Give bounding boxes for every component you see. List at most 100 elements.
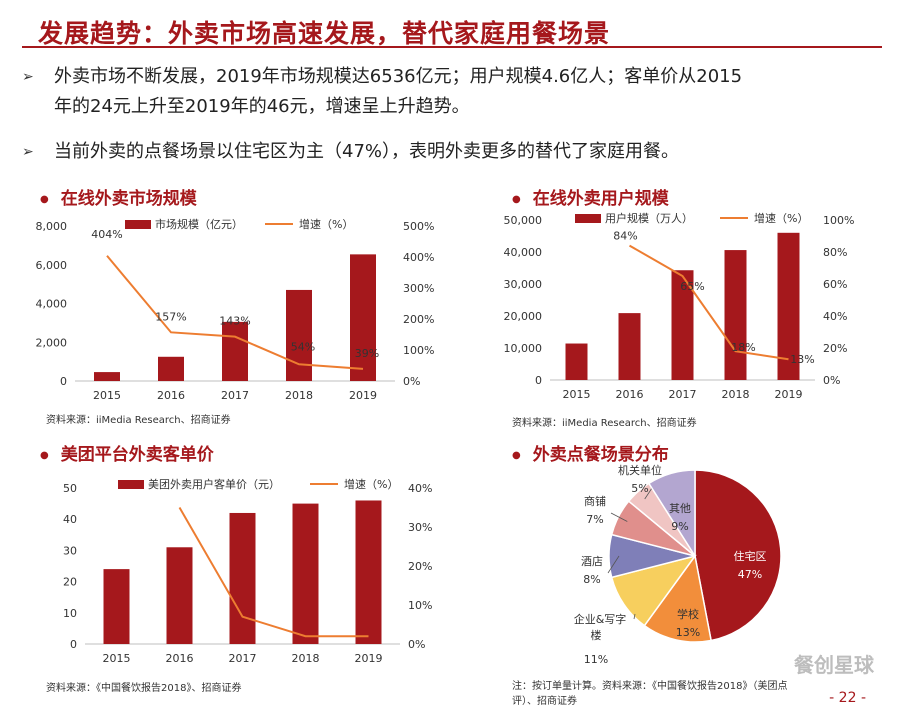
bar [292,503,319,644]
slice-name: 商铺 [584,494,606,508]
slice-name: 学校 [677,607,699,621]
right-tick-label: 100% [403,344,434,357]
right-tick-label: 20% [408,560,432,573]
left-tick-label: 10 [63,607,77,620]
data-label: 143% [219,315,250,328]
bar [565,343,588,380]
right-tick-label: 400% [403,251,434,264]
legend-line-label: 增速（%） [299,217,353,231]
left-tick-label: 50 [63,482,77,495]
growth-line [106,255,364,370]
bullet-dot-icon: ● [40,449,49,461]
market-size-chart: 0 2,000 4,000 6,000 8,000 0% 100% 200% 300% 400% 5… [36,217,435,402]
bullet-2: ➢ 当前外卖的点餐场景以住宅区为主（47%），表明外卖更多的替代了家庭用餐。 [22,137,882,167]
slice-value: 8% [583,573,600,586]
bullet-1: ➢ 外卖市场不断发展，2019年市场规模达6536亿元；用户规模4.6亿人；客单… [22,62,882,122]
x-tick-label: 2018 [722,388,750,401]
x-tick-label: 2016 [616,388,644,401]
left-tick-label: 20,000 [504,310,543,323]
slice-name: 机关单位 [618,463,662,477]
bullet-2-line1: 当前外卖的点餐场景以住宅区为主（47%），表明外卖更多的替代了家庭用餐。 [54,141,680,162]
bullet-arrow-icon: ➢ [22,69,34,85]
watermark: 餐创星球 [794,653,874,677]
left-tick-label: 0 [70,638,77,651]
growth-line [629,244,789,361]
chart4-section-title: ● 外卖点餐场景分布 [512,445,669,465]
pie-slice [647,469,696,559]
chart4-source-line2: 评）、招商证券 [512,696,577,707]
slice-value: 9% [671,520,688,533]
bullet-1-line2: 年的24元上升至2019年的46元，增速呈上升趋势。 [54,96,470,117]
bullet-dot-icon: ● [512,193,521,205]
bar [355,500,382,644]
x-tick-label: 2018 [285,389,313,402]
right-tick-label: 0% [403,375,420,388]
x-tick-label: 2016 [157,389,185,402]
x-tick-label: 2015 [93,389,121,402]
x-tick-label: 2017 [221,389,249,402]
right-tick-label: 10% [408,599,432,612]
slice-value: 11% [584,653,608,666]
slice-value: 5% [631,482,648,495]
left-tick-label: 2,000 [36,336,68,349]
bar [350,254,376,381]
legend-bar-swatch [575,214,601,223]
data-label: 39% [355,347,379,360]
right-tick-label: 40% [408,482,432,495]
left-tick-label: 40 [63,513,77,526]
chart2-source: 资料来源：iiMedia Research、招商证券 [512,418,697,429]
title-bar: 发展趋势：外卖市场高速发展，替代家庭用餐场景 [22,6,882,48]
left-tick-label: 0 [535,374,542,387]
x-tick-label: 2019 [355,652,383,665]
left-tick-label: 40,000 [504,246,543,259]
bar [103,569,130,644]
legend-bar-label: 美团外卖用户客单价（元） [148,477,280,491]
right-tick-label: 0% [823,374,840,387]
bar [222,321,248,381]
bar [777,232,800,380]
left-tick-label: 4,000 [36,298,68,311]
pie-slice [643,554,712,643]
right-tick-label: 80% [823,246,847,259]
bar [724,250,747,380]
bullet-1-line1: 外卖市场不断发展，2019年市场规模达6536亿元；用户规模4.6亿人；客单价从… [54,66,743,87]
left-tick-label: 20 [63,576,77,589]
bullet-arrow-icon: ➢ [22,144,34,160]
bar [166,547,193,644]
x-tick-label: 2017 [669,388,697,401]
legend-line-label: 增速（%） [344,477,398,491]
slice-name: 其他 [669,502,691,515]
bullet-dot-icon: ● [40,193,49,205]
user-size-chart: 0 10,000 20,000 30,000 40,000 50,000 0% 20% 40% 6… [504,211,855,401]
left-tick-label: 0 [60,375,67,388]
leader-line [607,555,620,574]
left-tick-label: 30 [63,544,77,557]
data-label: 404% [91,228,122,241]
legend-line-label: 增速（%） [754,211,808,225]
right-tick-label: 60% [823,278,847,291]
chart3-source: 资料来源：《中国餐饮报告2018》、招商证券 [46,683,242,694]
left-tick-label: 8,000 [36,220,68,233]
bullet-dot-icon: ● [512,449,521,461]
chart4-source-line1: 注：按订单量计算。资料来源：《中国餐饮报告2018》（美团点 [512,681,788,692]
right-tick-label: 20% [823,342,847,355]
legend-bar-label: 用户规模（万人） [605,211,693,225]
x-tick-label: 2017 [229,652,257,665]
left-tick-label: 30,000 [504,278,543,291]
bar [671,270,694,380]
data-label: 13% [790,353,814,366]
bar [229,512,256,644]
page-title: 发展趋势：外卖市场高速发展，替代家庭用餐场景 [38,19,611,48]
right-tick-label: 100% [823,214,854,227]
right-tick-label: 200% [403,313,434,326]
leader-line [610,512,628,522]
chart1-section-title: ● 在线外卖市场规模 [40,189,197,209]
legend-bar-swatch [118,480,144,489]
x-tick-label: 2016 [166,652,194,665]
right-tick-label: 500% [403,220,434,233]
data-label: 54% [291,340,315,353]
legend-bar-label: 市场规模（亿元） [155,217,243,231]
data-label: 157% [155,310,186,323]
left-tick-label: 6,000 [36,259,68,272]
bar [158,356,184,381]
